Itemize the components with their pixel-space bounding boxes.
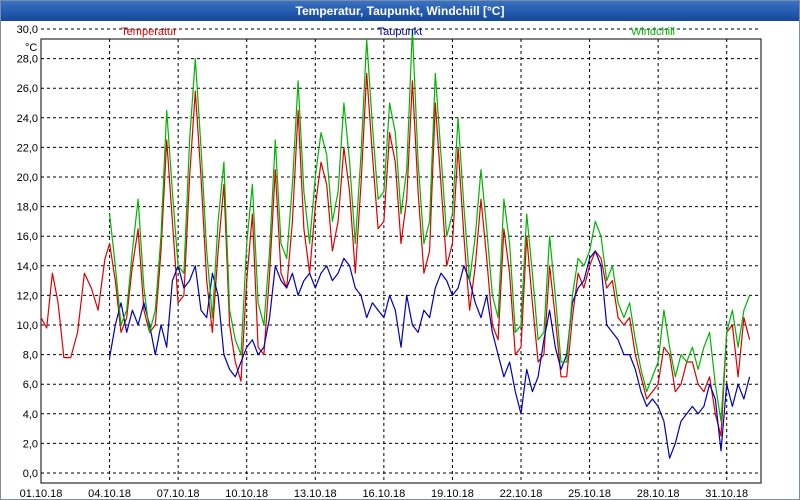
x-tick-label: 16.10.18 — [362, 488, 405, 499]
y-tick-label: 16,0 — [17, 231, 38, 243]
chart-title: Temperatur, Taupunkt, Windchill [°C] — [1, 1, 799, 21]
x-tick-label: 07.10.18 — [157, 488, 200, 499]
y-tick-label: 12,0 — [17, 290, 38, 302]
x-tick-label: 10.10.18 — [225, 488, 268, 499]
y-tick-label: 0,0 — [23, 468, 38, 480]
y-tick-label: 4,0 — [23, 409, 38, 421]
series-line-temperatur — [40, 72, 751, 437]
plot-area — [40, 38, 762, 484]
legend-item-windchill: Windchill — [631, 26, 675, 38]
x-tick-label: 01.10.18 — [20, 488, 63, 499]
y-tick-label: 30,0 — [17, 24, 38, 36]
y-tick-label: 2,0 — [23, 438, 38, 450]
x-tick-label: 19.10.18 — [431, 488, 474, 499]
y-tick-label: 18,0 — [17, 202, 38, 214]
y-tick-label: 20,0 — [17, 172, 38, 184]
y-tick-label: 10,0 — [17, 320, 38, 332]
series-line-taupunkt — [109, 250, 751, 459]
series-line-windchill — [109, 28, 751, 422]
x-tick-label: 13.10.18 — [294, 488, 337, 499]
y-tick-label: 22,0 — [17, 142, 38, 154]
series-lines — [40, 28, 751, 459]
chart-svg: 0,0 2,0 4,0 6,0 8,0 10,0 12,0 14,0 16,0 18,0 20,0 2… — [17, 24, 762, 499]
y-tick-label: 26,0 — [17, 83, 38, 95]
x-axis-ticks: 01.10.18 04.10.18 07.10.18 10.10.18 13.10.18… — [20, 488, 749, 499]
y-axis-label: °C — [25, 42, 37, 54]
y-tick-label: 28,0 — [17, 54, 38, 66]
x-tick-label: 04.10.18 — [88, 488, 131, 499]
y-tick-label: 24,0 — [17, 113, 38, 125]
legend-item-taupunkt: Taupunkt — [378, 26, 423, 38]
y-tick-label: 14,0 — [17, 261, 38, 273]
y-tick-label: 6,0 — [23, 379, 38, 391]
y-axis-ticks: 0,0 2,0 4,0 6,0 8,0 10,0 12,0 14,0 16,0 18,0 20,0 2… — [17, 24, 38, 480]
x-tick-label: 31.10.18 — [705, 488, 748, 499]
x-tick-label: 22.10.18 — [500, 488, 543, 499]
x-tick-label: 25.10.18 — [568, 488, 611, 499]
legend: Temperatur Taupunkt Windchill — [121, 26, 675, 38]
legend-item-temperatur: Temperatur — [121, 26, 177, 38]
y-tick-label: 8,0 — [23, 350, 38, 362]
x-tick-label: 28.10.18 — [637, 488, 680, 499]
